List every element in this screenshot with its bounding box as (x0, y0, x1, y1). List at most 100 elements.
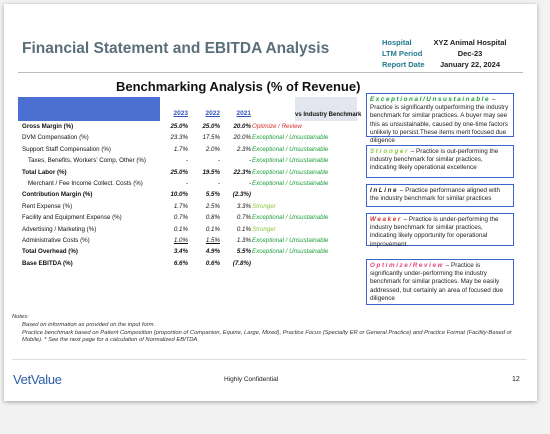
legend-box: Stronger – Practice is out-performing th… (366, 145, 514, 178)
row-label: Gross Margin (%) (22, 123, 74, 130)
row-label: Total Overhead (%) (22, 248, 78, 256)
cell-value: 17.5% (202, 134, 220, 142)
benchmark: Stronger (252, 202, 276, 210)
note-line: Based on information as provided on the … (22, 321, 156, 328)
cell-value: 22.3% (233, 168, 251, 176)
row-label: Taxes, Benefits, Workers' Comp, Other (%… (28, 157, 146, 165)
cell-value: 0.1% (236, 225, 251, 233)
legend-box: InLine – Practice performance aligned wi… (366, 184, 514, 207)
cell-value: 1.5% (205, 237, 220, 244)
row-label: Facility and Equipment Expense (%) (22, 214, 122, 222)
row-label: Administrative Costs (%) (22, 237, 90, 244)
cell-value: 0.8% (205, 214, 220, 222)
legend-label: InLine (370, 187, 399, 194)
cell-value: 1.7% (173, 145, 188, 153)
cell-value: 0.7% (173, 214, 188, 222)
cell-value: - (248, 180, 251, 187)
header-band (18, 97, 160, 121)
info-value: XYZ Animal Hospital (433, 38, 507, 47)
notes-heading: Notes: (12, 314, 29, 320)
row-label: Total Labor (%) (22, 168, 67, 176)
subtitle: Benchmarking Analysis (% of Revenue) (116, 79, 361, 94)
benchmark: Exceptional / Unsustainable (252, 180, 329, 187)
legend-text: – Practice performance aligned with the … (370, 187, 500, 203)
title: Financial Statement and EBITDA Analysis (22, 40, 330, 57)
cell-value: 1.7% (173, 202, 188, 210)
row-label: Rent Expense (%) (22, 202, 73, 210)
cell-value: 3.3% (236, 202, 251, 210)
cell-value: 10.0% (170, 191, 188, 199)
legend-label: Optimize/Review (370, 262, 445, 269)
benchmark-header-bg (295, 97, 357, 121)
benchmark: Stronger (252, 225, 276, 233)
info-value: January 22, 2024 (439, 60, 501, 69)
row-label: Support Staff Compensation (%) (22, 145, 111, 153)
legend-text: – Practice is significantly outperformin… (370, 96, 509, 144)
cell-value: (7.8%) (232, 259, 251, 267)
row-label: Merchant / Fee Income Collect. Costs (%) (28, 180, 143, 187)
benchmark-header: vs Industry Benchmark (295, 112, 362, 118)
benchmark: Exceptional / Unsustainable (252, 248, 329, 256)
separator (12, 359, 527, 360)
benchmark: Exceptional / Unsustainable (252, 157, 329, 165)
benchmark: Exceptional / Unsustainable (252, 168, 329, 176)
cell-value: 4.9% (205, 248, 220, 256)
info-value: Dec-23 (457, 49, 483, 58)
slide: Financial Statement and EBITDA Analysis … (4, 4, 537, 401)
column-header: 2022 (205, 110, 220, 117)
legend-box: Weaker – Practice is under-performing th… (366, 213, 514, 248)
cell-value: 0.7% (236, 214, 251, 222)
cell-value: (2.3%) (232, 191, 251, 199)
info-label: Report Date (382, 60, 425, 69)
separator (18, 72, 523, 73)
cell-value: - (217, 157, 220, 165)
info-label: LTM Period (382, 49, 423, 58)
legend-label: Stronger (370, 148, 410, 155)
legend-box: Optimize/Review – Practice is significan… (366, 259, 514, 305)
notes: Notes: Based on information as provided o… (12, 314, 512, 345)
cell-value: 0.1% (173, 225, 188, 233)
cell-value: 5.5% (205, 191, 220, 199)
legend-text: – Practice is out-performing the industr… (370, 148, 499, 172)
cell-value: - (217, 180, 220, 187)
cell-value: 25.0% (170, 123, 188, 130)
cell-value: 5.5% (236, 248, 251, 256)
benchmark: Optimize / Review (252, 123, 302, 130)
benchmark: Exceptional / Unsustainable (252, 134, 329, 142)
cell-value: 0.1% (205, 225, 220, 233)
cell-value: 2.0% (205, 145, 220, 153)
cell-value: 1.0% (173, 237, 188, 244)
cell-value: - (248, 157, 251, 165)
cell-value: - (185, 157, 188, 165)
column-header: 2023 (173, 110, 188, 117)
benchmark: Exceptional / Unsustainable (252, 145, 329, 153)
legend-label: Weaker (370, 216, 402, 223)
cell-value: 2.5% (205, 202, 220, 210)
cell-value: 2.3% (236, 145, 251, 153)
row-label: Advertising / Marketing (%) (22, 225, 97, 233)
cell-value: 19.5% (202, 168, 220, 176)
cell-value: 1.3% (236, 237, 251, 244)
legend-box: Exceptional/Unsustainable – Practice is … (366, 93, 514, 144)
cell-value: 20.0% (233, 123, 251, 130)
benchmark: Exceptional / Unsustainable (252, 237, 329, 244)
benchmark: Exceptional / Unsustainable (252, 214, 329, 222)
cell-value: 0.6% (205, 259, 220, 267)
confidential: Highly Confidential (224, 376, 279, 383)
legend-text: – Practice is under-performing the indus… (370, 216, 499, 248)
cell-value: 25.0% (170, 168, 188, 176)
row-label: DVM Compensation (%) (22, 134, 89, 142)
cell-value: 6.6% (173, 259, 188, 267)
cell-value: 20.0% (233, 134, 251, 142)
row-label: Contribution Margin (%) (22, 191, 93, 199)
legend-label: Exceptional/Unsustainable (370, 96, 491, 103)
cell-value: 23.3% (170, 134, 188, 142)
logo: VetValue (13, 372, 62, 387)
cell-value: - (185, 180, 188, 187)
cell-value: 25.0% (202, 123, 220, 130)
note-line: Practice benchmark based on Patient Comp… (22, 329, 512, 344)
info-label: Hospital (382, 38, 412, 47)
legend-text: – Practice is significantly under-perfor… (370, 262, 504, 302)
row-label: Base EBITDA (%) (22, 259, 73, 267)
